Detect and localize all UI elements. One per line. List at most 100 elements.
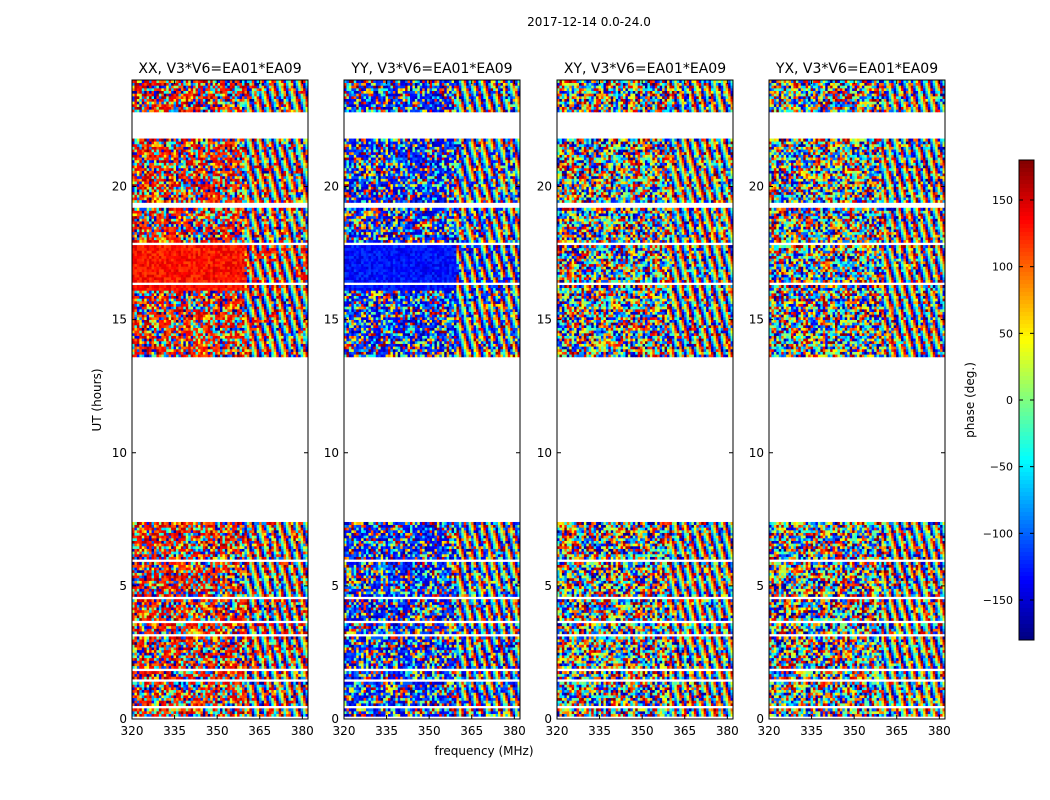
colorbar-tick-label: 50 bbox=[999, 327, 1013, 340]
colorbar-segment bbox=[1019, 276, 1034, 280]
colorbar-segment bbox=[1019, 244, 1034, 248]
colorbar-segment bbox=[1019, 292, 1034, 296]
colorbar-segment bbox=[1019, 628, 1034, 632]
colorbar-segment bbox=[1019, 504, 1034, 508]
colorbar-tick-label: 150 bbox=[992, 194, 1013, 207]
colorbar-segment bbox=[1019, 408, 1034, 412]
colorbar-segment bbox=[1019, 388, 1034, 392]
colorbar-segment bbox=[1019, 500, 1034, 504]
panel-title: YY, V3*V6=EA01*EA09 bbox=[350, 61, 512, 77]
figure-title: 2017-12-14 0.0-24.0 bbox=[527, 15, 651, 29]
y-tick-label: 10 bbox=[749, 446, 764, 460]
colorbar-segment bbox=[1019, 372, 1034, 376]
panel-title: YX, V3*V6=EA01*EA09 bbox=[775, 61, 938, 77]
x-tick-label: 335 bbox=[375, 724, 398, 738]
colorbar-segment bbox=[1019, 496, 1034, 500]
colorbar-segment bbox=[1019, 444, 1034, 448]
colorbar-segment bbox=[1019, 568, 1034, 572]
colorbar-segment bbox=[1019, 564, 1034, 568]
y-tick-label: 5 bbox=[756, 579, 764, 593]
colorbar-tick-label: −150 bbox=[983, 594, 1013, 607]
colorbar-segment bbox=[1019, 252, 1034, 256]
colorbar-segment bbox=[1019, 536, 1034, 540]
colorbar-segment bbox=[1019, 216, 1034, 220]
colorbar-segment bbox=[1019, 512, 1034, 516]
heatmap-image bbox=[132, 80, 308, 717]
y-tick-label: 15 bbox=[112, 313, 127, 327]
colorbar-segment bbox=[1019, 364, 1034, 368]
colorbar-segment bbox=[1019, 168, 1034, 172]
colorbar-segment bbox=[1019, 212, 1034, 216]
x-tick-label: 365 bbox=[248, 724, 271, 738]
y-tick-label: 5 bbox=[331, 579, 339, 593]
colorbar-segment bbox=[1019, 356, 1034, 360]
y-tick-label: 10 bbox=[324, 446, 339, 460]
colorbar-segment bbox=[1019, 592, 1034, 596]
colorbar-segment bbox=[1019, 576, 1034, 580]
colorbar-segment bbox=[1019, 172, 1034, 176]
colorbar-segment bbox=[1019, 440, 1034, 444]
y-tick-label: 0 bbox=[756, 712, 764, 726]
colorbar-segment bbox=[1019, 384, 1034, 388]
colorbar-segment bbox=[1019, 632, 1034, 636]
colorbar-segment bbox=[1019, 608, 1034, 612]
colorbar-segment bbox=[1019, 340, 1034, 344]
y-tick-label: 15 bbox=[537, 313, 552, 327]
heatmap-image bbox=[769, 80, 945, 717]
colorbar-segment bbox=[1019, 180, 1034, 184]
colorbar-tick-label: −100 bbox=[983, 527, 1013, 540]
colorbar-label: phase (deg.) bbox=[963, 362, 977, 438]
colorbar-segment bbox=[1019, 624, 1034, 628]
colorbar-segment bbox=[1019, 572, 1034, 576]
colorbar-segment bbox=[1019, 612, 1034, 616]
x-tick-label: 320 bbox=[546, 724, 569, 738]
x-tick-label: 380 bbox=[291, 724, 314, 738]
x-tick-label: 335 bbox=[163, 724, 186, 738]
y-tick-label: 0 bbox=[544, 712, 552, 726]
colorbar-tick-label: 0 bbox=[1006, 394, 1013, 407]
y-tick-label: 20 bbox=[112, 180, 127, 194]
colorbar-segment bbox=[1019, 272, 1034, 276]
x-tick-label: 365 bbox=[460, 724, 483, 738]
x-tick-label: 350 bbox=[843, 724, 866, 738]
colorbar-segment bbox=[1019, 288, 1034, 292]
x-tick-label: 365 bbox=[885, 724, 908, 738]
y-tick-label: 10 bbox=[112, 446, 127, 460]
colorbar-segment bbox=[1019, 224, 1034, 228]
x-axis-label: frequency (MHz) bbox=[434, 744, 533, 758]
colorbar-segment bbox=[1019, 312, 1034, 316]
colorbar-segment bbox=[1019, 336, 1034, 340]
panel-title: XX, V3*V6=EA01*EA09 bbox=[138, 61, 301, 77]
colorbar-segment bbox=[1019, 296, 1034, 300]
colorbar-segment bbox=[1019, 176, 1034, 180]
colorbar-segment bbox=[1019, 308, 1034, 312]
x-tick-label: 350 bbox=[206, 724, 229, 738]
y-tick-label: 5 bbox=[544, 579, 552, 593]
colorbar-segment bbox=[1019, 260, 1034, 264]
x-tick-label: 335 bbox=[800, 724, 823, 738]
colorbar-segment bbox=[1019, 348, 1034, 352]
colorbar-segment bbox=[1019, 240, 1034, 244]
panel-title: XY, V3*V6=EA01*EA09 bbox=[564, 61, 726, 77]
colorbar-segment bbox=[1019, 520, 1034, 524]
colorbar-segment bbox=[1019, 460, 1034, 464]
x-tick-label: 335 bbox=[588, 724, 611, 738]
x-tick-label: 365 bbox=[673, 724, 696, 738]
y-tick-label: 0 bbox=[331, 712, 339, 726]
colorbar-segment bbox=[1019, 584, 1034, 588]
colorbar-segment bbox=[1019, 428, 1034, 432]
colorbar-segment bbox=[1019, 184, 1034, 188]
colorbar-segment bbox=[1019, 436, 1034, 440]
colorbar-segment bbox=[1019, 160, 1034, 164]
colorbar-segment bbox=[1019, 376, 1034, 380]
colorbar-segment bbox=[1019, 280, 1034, 284]
colorbar-segment bbox=[1019, 556, 1034, 560]
colorbar-segment bbox=[1019, 508, 1034, 512]
x-tick-label: 350 bbox=[418, 724, 441, 738]
colorbar-segment bbox=[1019, 256, 1034, 260]
x-tick-label: 320 bbox=[333, 724, 356, 738]
colorbar-segment bbox=[1019, 304, 1034, 308]
y-tick-label: 5 bbox=[119, 579, 127, 593]
